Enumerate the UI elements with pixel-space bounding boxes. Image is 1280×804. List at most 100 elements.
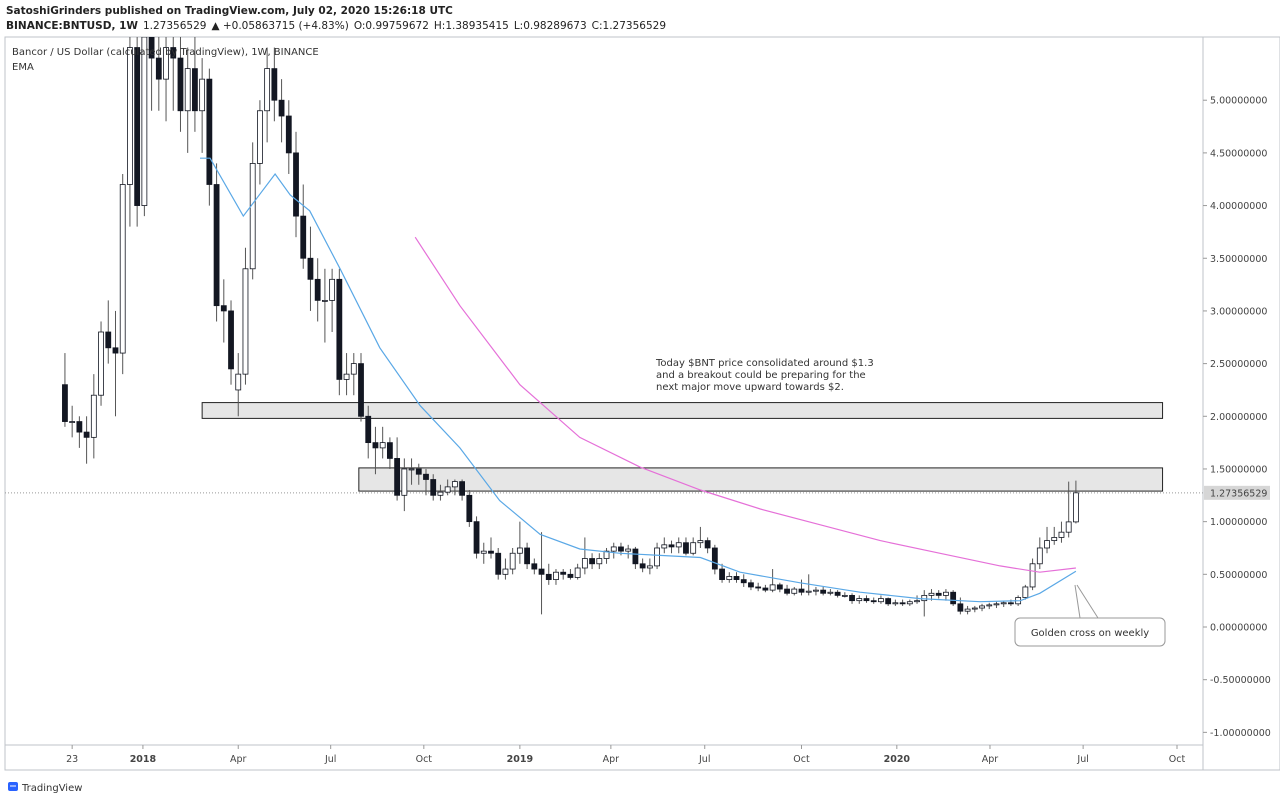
candle-body	[358, 363, 364, 417]
candle-body	[220, 305, 227, 312]
candle-body	[105, 331, 112, 349]
candle-body	[892, 602, 899, 605]
plot	[5, 37, 1203, 617]
candle-body	[293, 152, 299, 217]
candle-body	[264, 68, 271, 112]
ema-line	[200, 157, 1077, 603]
candle-body	[726, 576, 733, 580]
candle-body	[603, 550, 610, 559]
candle-body	[798, 588, 805, 593]
candle-body	[372, 442, 379, 449]
candle-body	[524, 547, 530, 565]
candle-body	[849, 594, 855, 602]
publisher: SatoshiGrinders published on TradingView…	[6, 5, 453, 17]
candle-body	[69, 421, 76, 423]
candle-body	[906, 601, 913, 605]
candle-body	[1008, 602, 1014, 605]
header-symbol: BINANCE:BNTUSD, 1W	[6, 20, 138, 32]
candle-body	[112, 347, 119, 354]
candle-body	[408, 468, 415, 471]
x-tick-label: Apr	[230, 754, 247, 765]
candle-body	[76, 421, 83, 433]
candle-body	[762, 587, 769, 591]
candle-body	[62, 384, 68, 422]
candle-body	[228, 310, 234, 370]
candle-body	[495, 552, 502, 575]
candle-body	[878, 598, 884, 603]
candle-body	[415, 468, 422, 475]
candle-body	[943, 591, 949, 596]
symbol-line: BINANCE:BNTUSD, 1W 1.27356529 ▲ +0.0586371…	[6, 20, 666, 32]
candle-body	[618, 546, 624, 552]
candle-body	[155, 57, 162, 80]
candle-body	[755, 586, 762, 589]
candle-body	[690, 542, 697, 554]
y-tick-label: 0.00000000	[1210, 623, 1267, 634]
candle-body	[516, 547, 523, 554]
candle-body	[329, 278, 336, 301]
candle-body	[560, 571, 567, 575]
annotation-line: Today $BNT price consolidated around $1.…	[655, 358, 874, 369]
x-tick-label: 2019	[507, 754, 533, 765]
x-tick-label: Oct	[793, 754, 810, 765]
candle-body	[90, 394, 97, 438]
candle-body	[733, 576, 740, 580]
candle-body	[813, 589, 819, 592]
header-open: O:0.99759672	[354, 20, 429, 32]
candle-body	[784, 588, 790, 594]
candle-body	[134, 47, 141, 206]
candle-body	[307, 257, 314, 280]
callout-connector	[1074, 584, 1099, 619]
candle-body	[278, 99, 285, 117]
candle-body	[957, 603, 964, 612]
candle-body	[654, 547, 660, 567]
candle-body	[914, 600, 920, 603]
candle-body	[242, 268, 249, 375]
candle-body	[791, 588, 798, 594]
candle-body	[697, 540, 704, 544]
candle-body	[870, 600, 877, 603]
candle-body	[986, 604, 993, 607]
y-tick-label: 4.50000000	[1210, 148, 1267, 159]
candle-body	[1022, 586, 1029, 598]
candle-body	[509, 552, 516, 570]
candle-body	[343, 373, 350, 380]
candle-body	[394, 458, 401, 496]
candle-body	[257, 110, 263, 164]
candle-body	[213, 184, 220, 307]
candle-body	[163, 47, 169, 80]
x-tick-label: Jul	[698, 754, 710, 765]
indicator-label: EMA	[12, 62, 34, 73]
x-tick-label: Apr	[982, 754, 999, 765]
candle-body	[437, 491, 444, 496]
candle-body	[423, 473, 429, 480]
candle-body	[1036, 547, 1043, 565]
candle-body	[589, 558, 595, 565]
candle-body	[127, 47, 133, 185]
candle-body	[820, 589, 827, 594]
candle-body	[285, 115, 292, 154]
candle-body	[719, 568, 725, 580]
candle-body	[98, 331, 104, 396]
x-tick-label: 2020	[884, 754, 911, 765]
candle-body	[979, 605, 985, 609]
candle-body	[336, 278, 343, 380]
candle-body	[502, 568, 509, 575]
y-tick-label: 5.00000000	[1210, 96, 1267, 107]
candle-body	[271, 68, 278, 101]
candle-body	[964, 608, 971, 612]
candle-body	[314, 278, 321, 301]
candle-body	[827, 591, 834, 594]
x-tick-label: Jul	[324, 754, 336, 765]
candle-body	[1051, 537, 1058, 542]
candle-body	[206, 78, 213, 185]
candle-body	[971, 607, 978, 610]
candle-body	[632, 548, 639, 565]
x-tick-label: Oct	[416, 754, 433, 765]
candle-body	[466, 494, 473, 523]
annotation-line: next major move upward towards $2.	[656, 382, 844, 393]
candle-body	[459, 481, 466, 496]
candle-body	[365, 415, 372, 444]
candle-body	[473, 521, 480, 554]
